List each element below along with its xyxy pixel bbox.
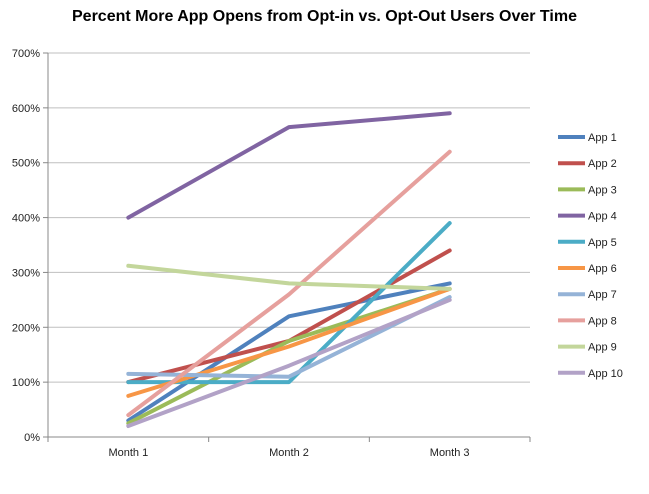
x-tick-label: Month 2 — [269, 447, 309, 459]
series-line-app-5 — [126, 221, 452, 385]
series-line-app-6 — [126, 286, 452, 398]
legend-label-app-3: App 3 — [588, 184, 617, 196]
legend-label-app-10: App 10 — [588, 368, 623, 380]
x-tick-label: Month 1 — [108, 447, 148, 459]
x-tick-label: Month 3 — [430, 447, 470, 459]
series-line-app-3 — [126, 286, 452, 426]
y-tick-label: 0% — [24, 432, 40, 444]
legend-label-app-5: App 5 — [588, 237, 617, 249]
y-tick-label: 600% — [12, 103, 40, 115]
y-tick-label: 400% — [12, 213, 40, 225]
y-tick-label: 200% — [12, 322, 40, 334]
series-line-app-10 — [126, 297, 452, 428]
legend-label-app-7: App 7 — [588, 289, 617, 301]
legend-label-app-8: App 8 — [588, 315, 617, 327]
series-line-app-1 — [126, 281, 452, 423]
legend-label-app-9: App 9 — [588, 342, 617, 354]
legend-label-app-4: App 4 — [588, 211, 617, 223]
y-tick-label: 500% — [12, 158, 40, 170]
legend-label-app-1: App 1 — [588, 132, 617, 144]
legend-label-app-2: App 2 — [588, 158, 617, 170]
chart-title: Percent More App Opens from Opt-in vs. O… — [72, 8, 577, 25]
y-tick-label: 300% — [12, 267, 40, 279]
series-line-app-8 — [126, 149, 452, 418]
legend-label-app-6: App 6 — [588, 263, 617, 275]
y-tick-label: 700% — [12, 48, 40, 60]
y-tick-label: 100% — [12, 377, 40, 389]
series-line-app-4 — [126, 111, 452, 220]
series-line-app-9 — [126, 263, 452, 291]
